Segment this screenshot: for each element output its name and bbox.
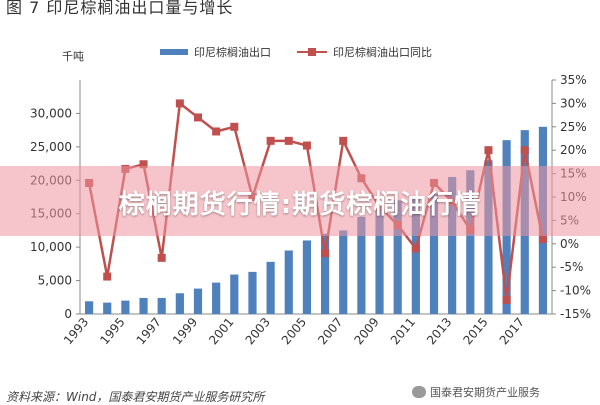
growth-point (321, 249, 330, 258)
bar (393, 200, 402, 314)
bar (248, 271, 257, 314)
bar (320, 233, 330, 314)
bar (357, 217, 366, 314)
watermark: 国泰君安期货产业服务 (412, 384, 540, 400)
bar (103, 302, 112, 314)
right-axis-tick-label: 30% (560, 96, 587, 110)
bar (448, 176, 457, 314)
growth-point (302, 141, 311, 150)
growth-point (194, 113, 202, 122)
right-axis-tick-label: -10% (560, 284, 591, 298)
bar (339, 230, 348, 314)
left-axis-tick-label: 5,000 (38, 274, 72, 288)
growth-point (266, 136, 275, 145)
bar (466, 170, 475, 314)
legend-line-label: 印尼棕榈油出口同比 (333, 46, 432, 59)
x-axis-tick-label: 2011 (388, 315, 418, 347)
bar (175, 293, 184, 314)
left-axis-tick-label: 0 (64, 307, 72, 321)
x-axis-tick-label: 2015 (460, 315, 490, 347)
x-axis-tick-label: 2013 (424, 315, 454, 347)
growth-point (284, 136, 293, 145)
x-axis-tick-label: 2003 (243, 315, 273, 347)
legend-item-bars: 印尼棕榈油出口 (160, 44, 271, 60)
left-axis-tick-label: 30,000 (30, 106, 72, 120)
bar (193, 288, 203, 314)
chart-legend: 印尼棕榈油出口 印尼棕榈油出口同比 (160, 44, 432, 60)
right-axis-tick-label: -5% (560, 260, 583, 274)
left-axis-tick-label: 10,000 (30, 240, 72, 254)
x-axis-tick-label: 2017 (497, 315, 527, 347)
legend-line-swatch (297, 47, 327, 57)
source-note: 资料来源：Wind，国泰君安期货产业服务研究所 (6, 390, 265, 404)
growth-point (484, 146, 493, 155)
bar (411, 197, 420, 314)
x-axis-tick-label: 2005 (279, 315, 309, 347)
x-axis-tick-label: 1995 (97, 315, 127, 347)
bar (284, 250, 293, 314)
bar (157, 297, 166, 314)
right-axis-tick-label: -15% (560, 307, 591, 321)
bar (484, 160, 493, 314)
bar (212, 282, 221, 314)
growth-point (139, 160, 148, 169)
x-axis-tick-label: 2009 (351, 315, 381, 347)
right-axis-tick-label: 25% (560, 120, 587, 134)
legend-item-line: 印尼棕榈油出口同比 (297, 44, 432, 60)
bar (302, 240, 312, 314)
bar (230, 274, 239, 314)
right-axis-tick-label: 20% (560, 143, 587, 157)
growth-point (538, 235, 547, 244)
x-axis-tick-label: 2001 (206, 315, 236, 347)
bar (375, 203, 384, 314)
right-axis-tick-label: 35% (560, 73, 587, 87)
growth-point (230, 122, 239, 131)
bar (121, 300, 130, 314)
left-axis-tick-label: 25,000 (30, 140, 72, 154)
x-axis-tick-label: 1997 (134, 315, 164, 347)
watermark-text: 国泰君安期货产业服务 (430, 386, 540, 399)
overlay-banner-text: 棕榈期货行情:期货棕榈油行情 (118, 190, 482, 220)
x-axis-tick-label: 2007 (315, 315, 345, 347)
growth-point (175, 99, 184, 108)
legend-bar-label: 印尼棕榈油出口 (194, 46, 271, 59)
bar (84, 301, 94, 314)
growth-point (212, 127, 221, 136)
figure-title: 图 7 印尼棕榈油出口量与增长 (6, 0, 234, 17)
bar (266, 261, 275, 314)
growth-point (520, 146, 529, 155)
growth-point (157, 253, 166, 262)
bar (429, 193, 439, 314)
bar (139, 297, 148, 314)
right-axis-tick-label: 0% (560, 237, 579, 251)
growth-point (339, 136, 348, 145)
growth-point (411, 244, 420, 253)
left-axis-unit: 千吨 (62, 50, 84, 63)
growth-point (502, 295, 511, 304)
wechat-icon (412, 386, 426, 398)
legend-bar-swatch (160, 49, 188, 55)
growth-point (103, 272, 112, 281)
overlay-banner (0, 166, 600, 236)
x-axis-tick-label: 1999 (170, 315, 200, 347)
